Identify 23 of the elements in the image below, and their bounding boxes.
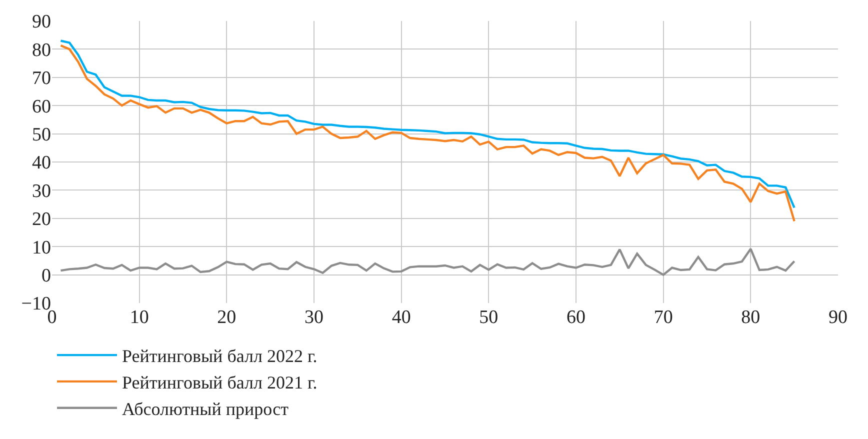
- y-tick-label: 0: [42, 265, 51, 286]
- x-tick-label: 20: [217, 307, 236, 328]
- y-tick-label: 70: [32, 68, 51, 90]
- line-series: [60, 248, 796, 276]
- legend-label: Рейтинговый балл 2021 г.: [122, 372, 318, 392]
- y-tick-label: 30: [32, 180, 51, 202]
- y-tick-label: 20: [32, 209, 51, 230]
- x-tick-label: 50: [479, 307, 498, 328]
- x-tick-label: 80: [741, 307, 760, 328]
- y-tick-label: 10: [32, 237, 51, 258]
- x-tick-label: 40: [392, 307, 411, 328]
- y-tick-label: 40: [32, 152, 51, 174]
- x-tick-label: 90: [828, 307, 848, 328]
- y-tick-label: 60: [32, 96, 51, 118]
- y-tick-label: 80: [32, 40, 51, 61]
- x-tick-label: 60: [566, 307, 586, 328]
- y-tick-label: 90: [32, 12, 51, 33]
- legend-label: Абсолютный прирост: [122, 398, 289, 419]
- x-tick-label: 30: [304, 307, 324, 328]
- x-tick-label: 10: [130, 307, 149, 328]
- legend-label: Рейтинговый балл 2022 г.: [122, 346, 318, 366]
- x-tick-label: 70: [654, 307, 673, 328]
- y-tick-label: 50: [32, 124, 51, 146]
